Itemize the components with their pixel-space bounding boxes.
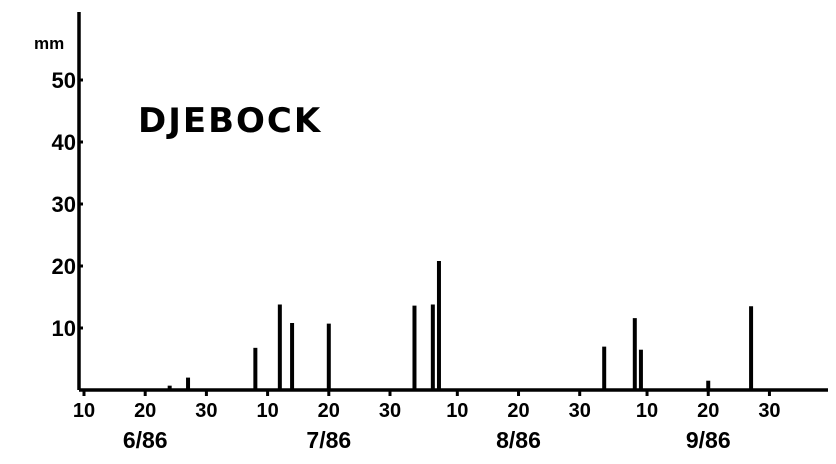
x-tick-label: 10 [636,400,658,422]
y-tick-label: 10 [52,316,76,341]
chart-title: DJEBOCK [138,101,322,141]
x-tick-label: 10 [256,400,278,422]
month-label: 7/86 [306,427,351,453]
x-tick-label: 30 [569,400,591,422]
month-label: 6/86 [123,427,168,453]
x-tick-label: 30 [195,400,217,422]
y-tick-label: 50 [52,68,76,93]
y-tick-label: 40 [52,130,76,155]
x-axis: 10 20 30 10 20 30 10 20 30 10 20 30 6/86 7/86 8/86 9/86 [73,388,828,453]
month-label: 9/86 [686,427,731,453]
x-tick-label: 20 [507,400,529,422]
bars [167,261,754,390]
y-tick-label: 20 [52,254,76,279]
y-axis-unit-label: mm [34,34,64,53]
x-tick-label: 20 [318,400,340,422]
x-tick-label: 10 [446,400,468,422]
x-tick-label: 10 [73,400,95,422]
month-label: 8/86 [496,427,541,453]
y-axis: 10 20 30 40 50 [52,12,83,390]
x-tick-label: 30 [379,400,401,422]
x-tick-label: 20 [697,400,719,422]
x-tick-label: 30 [758,400,780,422]
x-tick-label: 20 [134,400,156,422]
y-tick-label: 30 [52,192,76,217]
